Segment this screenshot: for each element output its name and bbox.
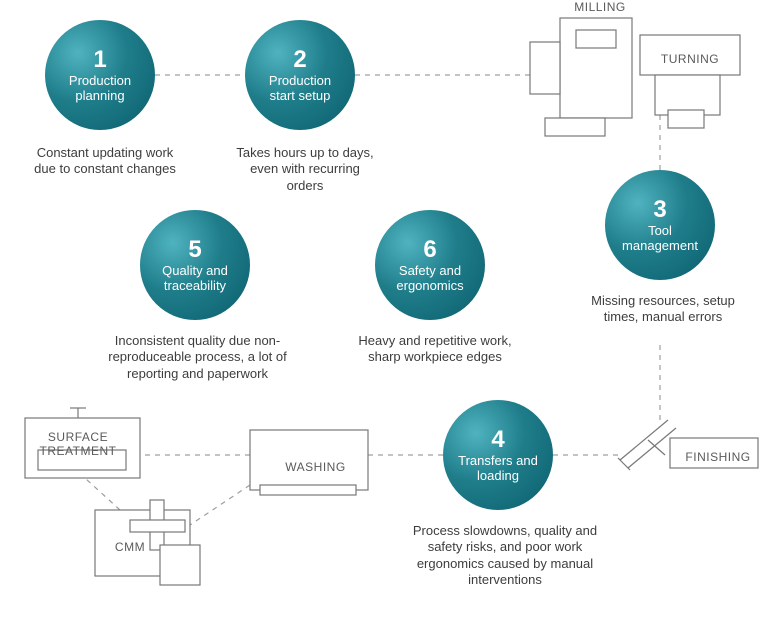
step-label: Transfers and loading xyxy=(458,454,538,484)
connector xyxy=(85,478,120,510)
step-desc-2: Takes hours up to days, even with recurr… xyxy=(230,145,380,194)
step-circle-4: 4Transfers and loading xyxy=(443,400,553,510)
step-label: Safety and ergonomics xyxy=(396,264,463,294)
machine-label-cmm: CMM xyxy=(110,540,150,554)
step-desc-3: Missing resources, setup times, manual e… xyxy=(588,293,738,326)
machine-label-milling: MILLING xyxy=(560,0,640,14)
step-number: 3 xyxy=(653,196,666,224)
machine-label-turning: TURNING xyxy=(655,52,725,66)
step-number: 5 xyxy=(188,236,201,264)
step-number: 4 xyxy=(491,426,504,454)
machine-label-finishing: FINISHING xyxy=(683,450,753,464)
step-number: 1 xyxy=(93,46,106,74)
step-desc-6: Heavy and repetitive work, sharp workpie… xyxy=(355,333,515,366)
step-desc-5: Inconsistent quality due non-reproduceab… xyxy=(100,333,295,382)
machine-label-surface: SURFACE TREATMENT xyxy=(38,430,118,458)
step-number: 6 xyxy=(423,236,436,264)
step-circle-1: 1Production planning xyxy=(45,20,155,130)
step-circle-3: 3Tool management xyxy=(605,170,715,280)
step-label: Production start setup xyxy=(269,74,331,104)
step-label: Quality and traceability xyxy=(162,264,228,294)
step-label: Tool management xyxy=(622,224,698,254)
machine-milling xyxy=(530,18,632,136)
machine-turning xyxy=(640,35,740,128)
step-desc-1: Constant updating work due to constant c… xyxy=(25,145,185,178)
connector xyxy=(190,485,250,525)
step-label: Production planning xyxy=(69,74,131,104)
step-desc-4: Process slowdowns, quality and safety ri… xyxy=(405,523,605,588)
step-circle-2: 2Production start setup xyxy=(245,20,355,130)
step-circle-6: 6Safety and ergonomics xyxy=(375,210,485,320)
machine-label-washing: WASHING xyxy=(283,460,348,474)
step-number: 2 xyxy=(293,46,306,74)
step-circle-5: 5Quality and traceability xyxy=(140,210,250,320)
